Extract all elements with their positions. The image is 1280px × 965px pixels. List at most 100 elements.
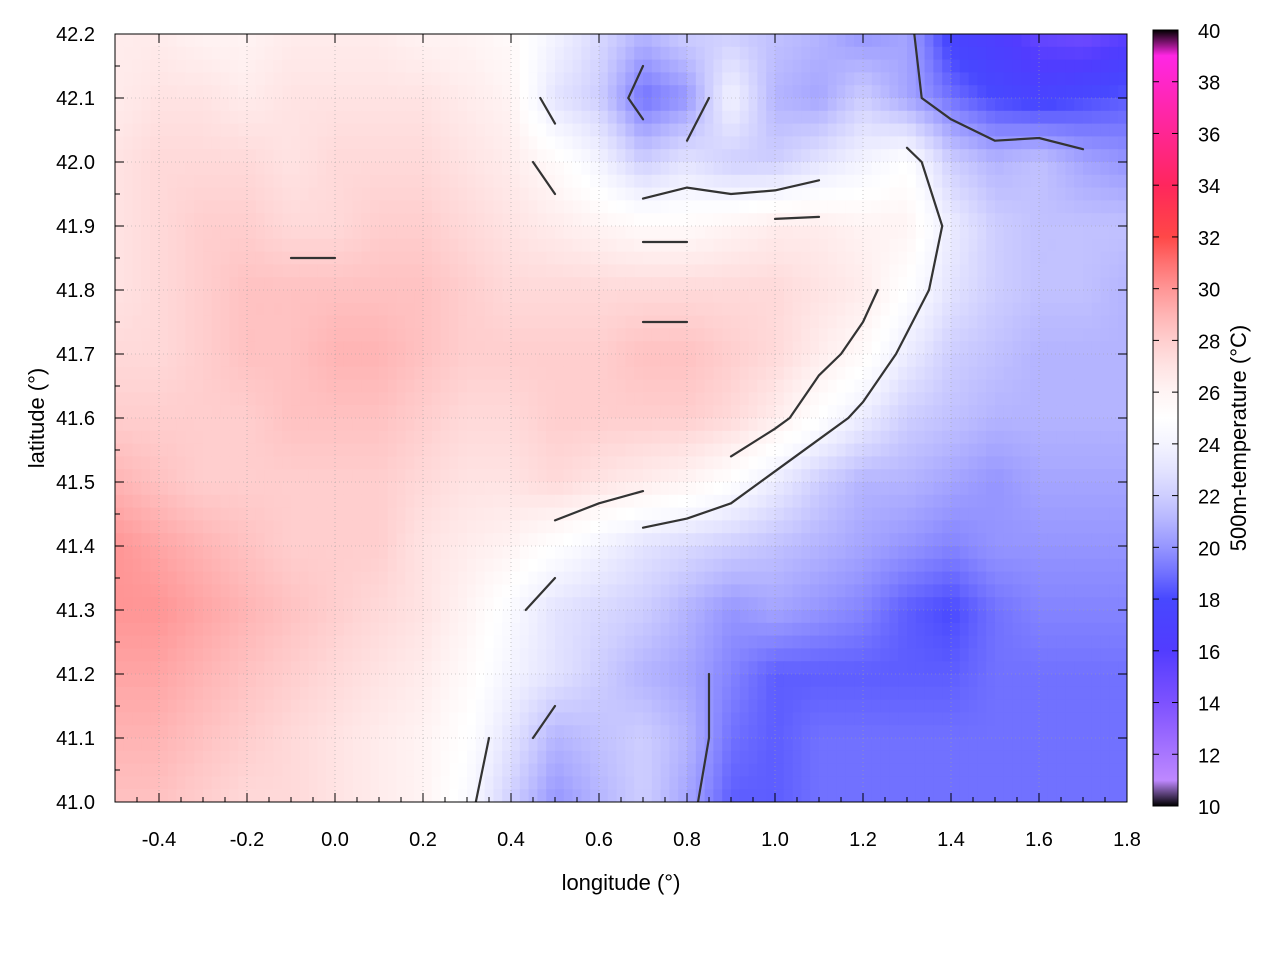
heatmap-cell [440,59,450,73]
heatmap-cell [924,149,934,163]
heatmap-cell [590,546,600,560]
heatmap-cell [898,392,908,406]
heatmap-cell [194,290,204,304]
heatmap-cell [255,238,266,253]
heatmap-cell [502,328,512,342]
heatmap-cell [889,379,899,393]
heatmap-cell [361,174,371,189]
heatmap-cell [123,213,134,227]
heatmap-cell [783,149,794,163]
heatmap-cell [1065,405,1075,419]
heatmap-cell [722,290,732,304]
heatmap-cell [977,546,987,560]
heatmap-cell [555,507,565,521]
heatmap-cell [845,405,855,419]
heatmap-cell [352,200,362,214]
heatmap-cell [141,123,151,137]
heatmap-cell [167,162,178,176]
heatmap-cell [431,405,442,419]
heatmap-cell [317,469,327,483]
heatmap-cell [264,533,274,547]
heatmap-cell [933,392,943,406]
heatmap-cell [1021,456,1031,470]
heatmap-cell [951,405,961,419]
heatmap-cell [361,520,371,534]
heatmap-cell [783,354,794,368]
heatmap-cell [159,34,169,48]
heatmap-cell [986,341,996,355]
heatmap-cell [889,200,899,214]
heatmap-cell [1003,315,1014,329]
heatmap-cell [924,46,934,61]
heatmap-cell [757,149,767,163]
heatmap-cell [220,546,230,560]
heatmap-cell [1091,379,1102,393]
heatmap-cell [695,200,706,214]
heatmap-cell [458,584,468,598]
heatmap-cell [387,59,398,73]
heatmap-cell [546,392,556,406]
heatmap-cell [581,251,591,265]
heatmap-cell [1118,379,1127,393]
heatmap-cell [942,366,952,381]
heatmap-cell [783,366,794,381]
heatmap-cell [995,136,1005,150]
heatmap-cell [423,405,433,419]
heatmap-cell [467,392,477,406]
heatmap-cell [150,123,160,137]
heatmap-cell [959,341,970,355]
heatmap-cell [959,430,970,445]
heatmap-cell [819,162,829,176]
heatmap-cell [739,85,750,99]
heatmap-cell [1109,494,1119,509]
heatmap-cell [748,456,758,470]
heatmap-cell [1065,302,1075,317]
heatmap-cell [396,290,406,304]
heatmap-cell [1047,469,1058,483]
heatmap-cell [282,251,292,265]
heatmap-cell [951,85,961,99]
heatmap-cell [229,251,239,265]
heatmap-cell [211,558,222,573]
heatmap-cell [783,59,794,73]
heatmap-cell [801,251,811,265]
heatmap-cell [616,174,626,189]
heatmap-cell [1074,354,1084,368]
heatmap-cell [634,379,644,393]
heatmap-cell [308,174,318,189]
heatmap-cell [687,187,697,201]
heatmap-cell [1021,238,1031,253]
heatmap-cell [326,558,336,573]
heatmap-cell [863,85,873,99]
heatmap-cell [836,174,846,189]
heatmap-cell [1118,264,1127,278]
heatmap-cell [1091,469,1102,483]
heatmap-cell [238,59,248,73]
heatmap-cell [220,456,230,470]
heatmap-cell [1065,238,1075,253]
heatmap-cell [599,315,609,329]
heatmap-cell [660,379,670,393]
heatmap-cell [546,290,556,304]
heatmap-cell [827,558,838,573]
heatmap-cell [687,546,697,560]
heatmap-cell [959,264,970,278]
heatmap-cell [511,264,521,278]
heatmap-cell [687,174,697,189]
heatmap-cell [1083,85,1093,99]
heatmap-cell [722,174,732,189]
heatmap-cell [176,443,186,457]
heatmap-cell [414,571,424,585]
heatmap-cell [379,251,389,265]
heatmap-cell [291,469,301,483]
heatmap-cell [1012,507,1022,521]
heatmap-cell [405,251,415,265]
heatmap-cell [599,72,609,86]
heatmap-cell [669,443,679,457]
heatmap-cell [291,238,301,253]
heatmap-cell [731,277,741,291]
heatmap-cell [915,469,926,483]
heatmap-cell [159,571,169,585]
heatmap-cell [405,162,415,176]
heatmap-cell [1083,456,1093,470]
